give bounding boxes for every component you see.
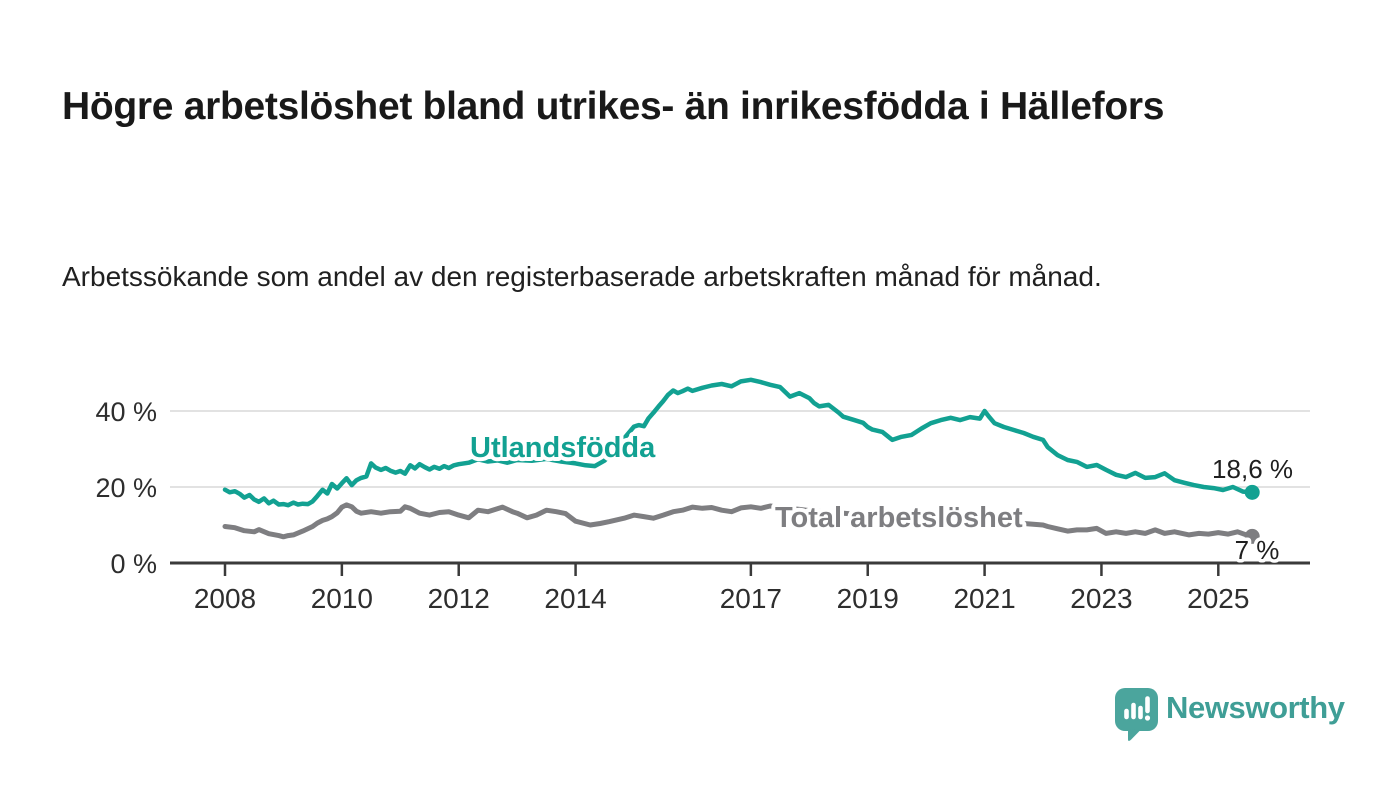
x-axis-tick-label: 2012 [428,583,490,614]
logo-bubble-tail [1128,729,1141,741]
x-axis-tick-label: 2010 [311,583,373,614]
x-axis-tick-label: 2014 [544,583,606,614]
x-axis-tick-label: 2019 [837,583,899,614]
chart-subtitle: Arbetssökande som andel av den registerb… [62,261,1102,292]
y-axis-tick-label: 40 % [95,397,157,427]
line-chart: 0 % 20 % 40 % 2008 2010 2012 2014 2017 2019 2021 2… [95,377,1310,614]
x-axis-tick-label: 2023 [1070,583,1132,614]
x-axis-tick-label: 2008 [194,583,256,614]
series-end-dot-1 [1244,528,1260,544]
series-line-1 [222,502,1255,540]
series-end-value-label-1: 7 % [1235,535,1280,565]
chart-title: Högre arbetslöshet bland utrikes- än inr… [62,85,1165,129]
series-label-1: Total arbetslöshet [775,502,1023,534]
y-axis-tick-label: 20 % [95,473,157,503]
series-line-0 [222,377,1255,508]
x-axis-tick-label: 2021 [953,583,1015,614]
newsworthy-logo: Newsworthy [1114,686,1364,746]
logo-bubble [1115,688,1158,731]
logo-bars-and-exclamation [1124,696,1150,720]
x-axis-tick-label: 2025 [1187,583,1249,614]
x-axis-tick-label: 2017 [720,583,782,614]
logo-exclamation-dot [1144,715,1151,721]
newsworthy-logo-text: Newsworthy [1166,690,1345,725]
series-end-value-label-0: 18,6 % [1212,454,1293,484]
newsworthy-logo-icon [1115,688,1158,741]
series-end-dot-0 [1244,484,1260,500]
series-label-0: Utlandsfödda [470,432,656,464]
y-axis-tick-label: 0 % [110,549,157,579]
